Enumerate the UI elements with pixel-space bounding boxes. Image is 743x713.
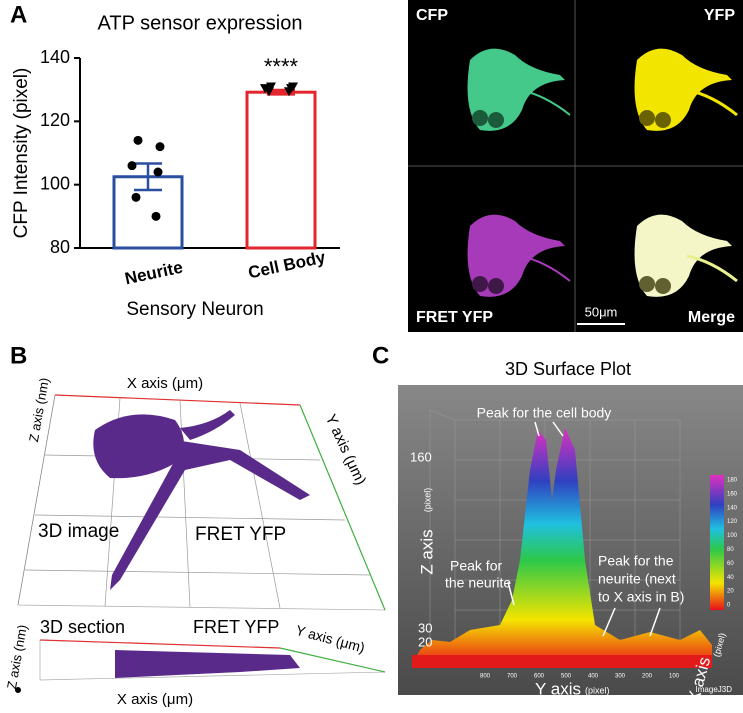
x-axis-label: Sensory Neuron	[126, 299, 263, 320]
axis-unit: (pixel)	[585, 685, 610, 695]
colorbar-tick-label: 100	[727, 533, 738, 539]
image-label: CFP	[416, 7, 448, 24]
y-axis-label: CFP Intensity (pixel)	[11, 68, 32, 239]
y-tick-label: 500	[561, 674, 572, 680]
x-tick-label: Cell Body	[246, 247, 327, 282]
y-tick-label: 120	[40, 110, 70, 130]
cell-fret	[467, 214, 571, 297]
y-tick-label: 300	[615, 674, 626, 680]
colorbar	[710, 475, 724, 610]
axis-label: Y axis	[535, 679, 581, 698]
y-ticks: 800 700 600 500 400 300 200 100	[480, 674, 680, 680]
axis-label: Y axis (μm)	[294, 622, 367, 656]
image-label: Merge	[688, 309, 735, 326]
data-point	[131, 192, 141, 202]
panel-label: A	[10, 1, 27, 28]
panel-b	[15, 394, 386, 693]
data-point	[284, 87, 294, 97]
annotation: ****	[264, 54, 299, 79]
y-tick-label: 600	[534, 674, 545, 680]
chart-title: ATP sensor expression	[98, 12, 303, 34]
image-label: FRET YFP	[416, 309, 493, 326]
colorbar-ticks: 180 160 140 120 100 80 60 40 20 0	[727, 478, 738, 609]
z-tick-label: 20	[418, 634, 432, 649]
colorbar-tick-label: 60	[727, 561, 734, 567]
image-label: YFP	[704, 7, 735, 24]
colorbar-tick-label: 180	[727, 478, 738, 484]
colorbar-tick-label: 40	[727, 575, 734, 581]
image-label: 3D section	[40, 617, 125, 637]
annotation: Peak for	[450, 558, 502, 574]
cell-merge	[634, 214, 738, 297]
axis-label: Z axis (nm)	[4, 624, 30, 691]
watermark: ImageJ3D	[696, 685, 733, 694]
y-tick-label: 400	[588, 674, 599, 680]
colorbar-tick-label: 0	[727, 603, 731, 609]
y-tick-label: 800	[480, 674, 491, 680]
arrow	[507, 581, 515, 606]
colorbar-tick-label: 80	[727, 547, 734, 553]
plot-title: 3D Surface Plot	[505, 359, 631, 379]
annotation: neurite (next	[598, 571, 676, 587]
colorbar-tick-label: 160	[727, 491, 738, 497]
y-tick-label: 700	[507, 674, 518, 680]
data-point	[151, 211, 161, 221]
data-point	[127, 161, 137, 171]
cell-yfp	[634, 48, 738, 131]
axis-label: Y axis (μm)	[322, 412, 369, 488]
arrow	[534, 421, 564, 437]
y-tick-label: 100	[669, 674, 680, 680]
y-tick-label: 100	[40, 173, 70, 193]
data-point	[153, 167, 163, 177]
annotation: Peak for the cell body	[477, 405, 612, 421]
data-point	[264, 87, 274, 97]
annotation: the neurite	[445, 575, 511, 591]
panel-label: C	[372, 342, 389, 369]
bar	[245, 90, 317, 250]
bar-chart: ATP sensor expression CFP Intensity (pixe…	[11, 12, 340, 320]
panel-label: B	[10, 342, 27, 369]
z-tick-label: 30	[418, 620, 432, 635]
x-tick-label: Neurite	[123, 258, 184, 289]
annotation: to X axis in B)	[598, 589, 684, 605]
colorbar-tick-label: 20	[727, 589, 734, 595]
data-point	[133, 135, 143, 145]
surface-plot: ImageJ3D	[398, 385, 743, 695]
image-label: FRET YFP	[193, 617, 279, 637]
z-tick-label: 160	[410, 449, 432, 464]
image-label: FRET YFP	[195, 524, 286, 545]
y-tick-label: 80	[50, 237, 70, 257]
micrographs: CFP YFP FRET YFP Merge 50μm	[408, 0, 743, 332]
data-point	[155, 142, 165, 152]
axis-unit: (pixel)	[422, 488, 432, 513]
image-label: 3D image	[38, 521, 119, 542]
arrow	[602, 607, 661, 637]
axis-label: X axis (μm)	[127, 375, 203, 392]
axis-label: X axis (μm)	[117, 691, 193, 708]
scale-label: 50μm	[585, 304, 618, 319]
y-tick-label: 200	[642, 674, 653, 680]
axis-label: Z axis	[417, 529, 436, 574]
annotation: Peak for the	[598, 553, 674, 569]
colorbar-tick-label: 120	[727, 519, 738, 525]
colorbar-tick-label: 140	[727, 505, 738, 511]
cell-cfp	[467, 48, 571, 131]
y-tick-label: 140	[40, 47, 70, 67]
